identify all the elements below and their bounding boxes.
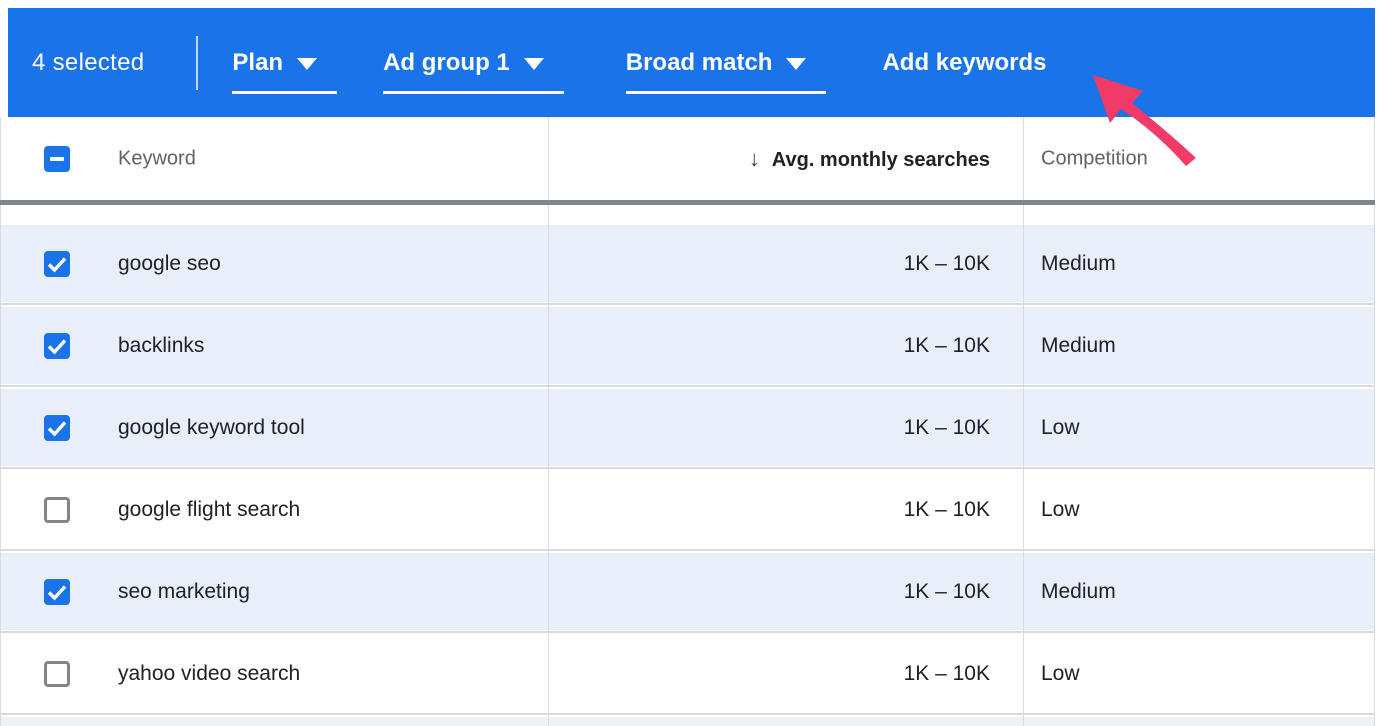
chevron-down-icon xyxy=(297,58,318,70)
competition-cell: Low xyxy=(1041,415,1080,439)
chevron-down-icon xyxy=(786,58,807,70)
avg-monthly-searches-cell: 1K – 10K xyxy=(903,251,990,275)
match-type-dropdown-label: Broad match xyxy=(625,48,773,76)
competition-column-header[interactable]: Competition xyxy=(1041,147,1148,169)
partially-scrolled-row xyxy=(0,205,1375,225)
table-row[interactable]: seo marketing 1K – 10K Medium xyxy=(0,553,1375,630)
checkmark-icon xyxy=(47,256,67,272)
row-separator xyxy=(0,630,1375,635)
row-checkbox[interactable] xyxy=(44,660,70,687)
keyword-cell: google seo xyxy=(118,251,221,275)
row-checkbox[interactable] xyxy=(44,250,70,277)
sort-descending-icon: ↓ xyxy=(748,145,760,171)
checkmark-icon xyxy=(47,338,67,354)
add-keywords-button[interactable]: Add keywords xyxy=(882,48,1047,76)
selected-count-label: 4 selected xyxy=(32,48,145,76)
avg-monthly-searches-header-label: Avg. monthly searches xyxy=(771,148,990,171)
plan-dropdown-label: Plan xyxy=(232,48,284,76)
table-row[interactable]: yahoo video search 1K – 10K Low xyxy=(0,635,1375,712)
keyword-cell: yahoo video search xyxy=(118,661,301,685)
row-checkbox[interactable] xyxy=(44,414,70,441)
row-separator xyxy=(0,466,1375,471)
avg-monthly-searches-cell: 1K – 10K xyxy=(903,579,990,603)
column-divider xyxy=(548,117,549,726)
row-separator xyxy=(0,302,1375,307)
table-row[interactable]: google flight search 1K – 10K Low xyxy=(0,471,1375,548)
row-separator xyxy=(0,712,1375,717)
plan-dropdown[interactable]: Plan xyxy=(232,48,338,94)
table-body: google seo 1K – 10K Medium backlinks 1K … xyxy=(0,225,1375,717)
table-row[interactable]: google keyword tool 1K – 10K Low xyxy=(0,389,1375,466)
row-checkbox[interactable] xyxy=(44,578,70,605)
table-row[interactable]: google seo 1K – 10K Medium xyxy=(0,225,1375,302)
keyword-cell: google keyword tool xyxy=(118,415,305,439)
indeterminate-icon xyxy=(50,156,64,161)
action-bar-divider xyxy=(196,35,199,90)
selection-action-bar: 4 selected Plan Ad group 1 Broad match A… xyxy=(8,8,1375,117)
row-separator xyxy=(0,384,1375,389)
select-all-checkbox[interactable] xyxy=(44,145,70,172)
keyword-cell: seo marketing xyxy=(118,579,250,603)
column-divider xyxy=(1023,117,1024,726)
checkmark-icon xyxy=(47,584,67,600)
avg-monthly-searches-cell: 1K – 10K xyxy=(903,333,990,357)
avg-monthly-searches-cell: 1K – 10K xyxy=(903,661,990,685)
table-left-border xyxy=(0,117,1,726)
ad-group-dropdown-label: Ad group 1 xyxy=(383,48,510,76)
chevron-down-icon xyxy=(523,58,544,70)
header-scroll-shadow xyxy=(0,200,1375,205)
row-checkbox[interactable] xyxy=(44,496,70,523)
keyword-cell: backlinks xyxy=(118,333,205,357)
competition-cell: Medium xyxy=(1041,251,1116,275)
avg-monthly-searches-column-header[interactable]: ↓ Avg. monthly searches xyxy=(548,146,990,172)
table-right-border xyxy=(1374,117,1375,726)
competition-cell: Medium xyxy=(1041,333,1116,357)
competition-cell: Medium xyxy=(1041,579,1116,603)
match-type-dropdown[interactable]: Broad match xyxy=(625,48,827,94)
avg-monthly-searches-cell: 1K – 10K xyxy=(903,497,990,521)
partially-visible-bottom-row xyxy=(0,717,1375,726)
checkmark-icon xyxy=(47,420,67,436)
keyword-column-header[interactable]: Keyword xyxy=(118,147,196,169)
ad-group-dropdown[interactable]: Ad group 1 xyxy=(383,49,564,94)
competition-cell: Low xyxy=(1041,661,1080,685)
table-header-row: Keyword ↓ Avg. monthly searches Competiti… xyxy=(0,117,1375,200)
competition-cell: Low xyxy=(1041,497,1080,521)
annotation-arrow-icon xyxy=(1093,75,1196,166)
row-separator xyxy=(0,548,1375,553)
keywords-table: Keyword ↓ Avg. monthly searches Competiti… xyxy=(0,117,1375,726)
table-row[interactable]: backlinks 1K – 10K Medium xyxy=(0,307,1375,384)
keyword-cell: google flight search xyxy=(118,497,301,521)
row-checkbox[interactable] xyxy=(44,332,70,359)
avg-monthly-searches-cell: 1K – 10K xyxy=(903,415,990,439)
